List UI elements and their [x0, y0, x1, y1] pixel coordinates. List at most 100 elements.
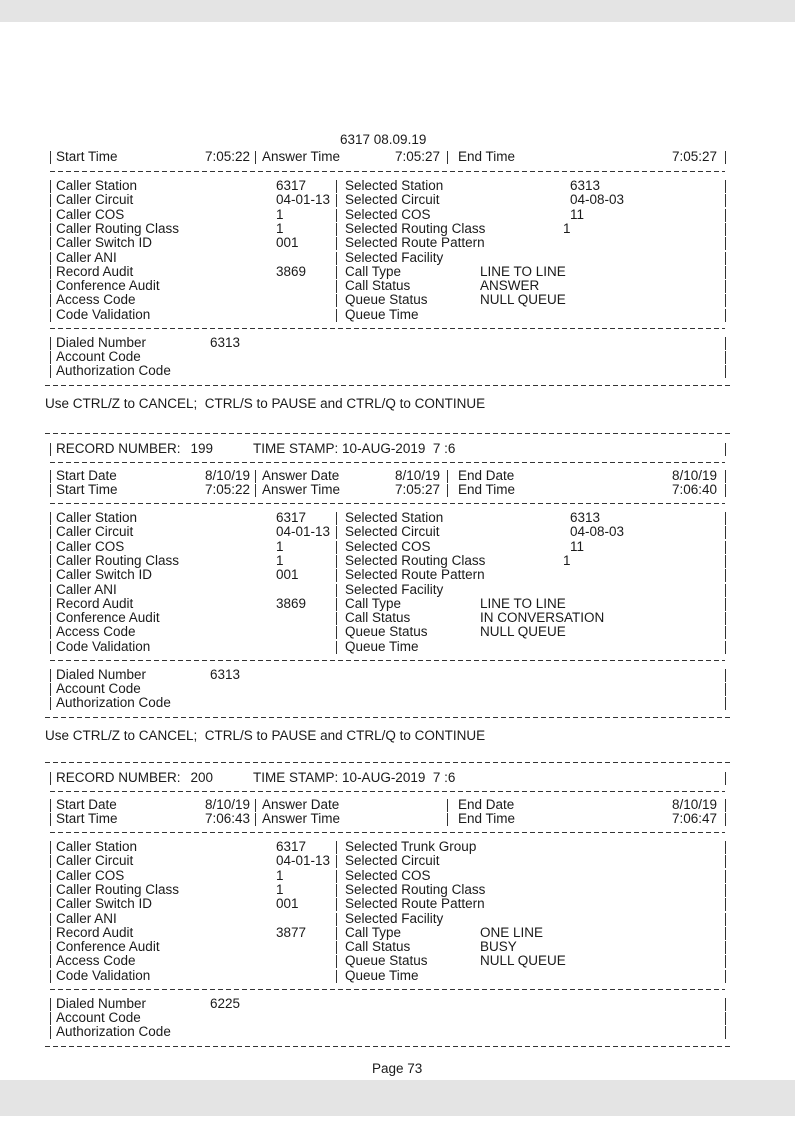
- selected-field-label: Selected Routing Class: [345, 220, 486, 236]
- caller-field-value: 6317: [276, 510, 307, 525]
- column-separator: [255, 484, 256, 497]
- column-separator: [50, 265, 51, 279]
- selected-field-value: NULL QUEUE: [480, 624, 566, 640]
- column-separator: [336, 597, 337, 611]
- column-separator: [336, 251, 337, 265]
- caller-field-label: Caller Routing Class: [56, 881, 180, 897]
- column-separator: [50, 683, 51, 697]
- column-separator: [725, 526, 726, 540]
- column-separator: [725, 799, 726, 812]
- dashed-divider: [45, 762, 730, 763]
- column-separator: [725, 912, 726, 926]
- time-start-label: Start Time: [56, 811, 118, 826]
- column-separator: [725, 237, 726, 251]
- column-separator: [725, 194, 726, 208]
- dashed-divider: [50, 791, 725, 792]
- column-separator: [725, 855, 726, 869]
- column-separator: [725, 308, 726, 322]
- selected-field-label: Selected Routing Class: [345, 881, 486, 897]
- column-separator: [725, 1012, 726, 1026]
- selected-field-value: 11: [570, 206, 585, 222]
- caller-field-value: 1: [276, 867, 284, 883]
- column-separator: [50, 337, 51, 350]
- caller-field-label: Caller Switch ID: [56, 896, 153, 912]
- code-field-label: Account Code: [56, 681, 141, 697]
- column-separator: [336, 180, 337, 193]
- column-separator: [725, 351, 726, 365]
- column-separator: [725, 280, 726, 294]
- column-separator: [50, 669, 51, 682]
- column-separator: [50, 998, 51, 1011]
- selected-field-label: Queue Status: [345, 953, 428, 969]
- column-separator: [336, 626, 337, 640]
- column-separator: [336, 912, 337, 926]
- column-separator: [336, 612, 337, 626]
- column-separator: [725, 683, 726, 697]
- record-timestamp: TIME STAMP: 10-AUG-2019 7 :6: [253, 770, 456, 785]
- column-separator: [50, 512, 51, 525]
- caller-field-value: 6317: [276, 839, 307, 854]
- column-separator: [725, 969, 726, 983]
- column-separator: [447, 484, 448, 497]
- caller-field-label: Code Validation: [56, 967, 151, 983]
- date-end-value: 8/10/19: [671, 797, 717, 812]
- code-field-label: Dialed Number: [56, 996, 147, 1011]
- code-field-label: Authorization Code: [56, 695, 171, 711]
- column-separator: [725, 208, 726, 222]
- caller-field-label: Code Validation: [56, 306, 151, 322]
- selected-field-value: 1: [563, 220, 571, 236]
- column-separator: [725, 669, 726, 682]
- caller-field-label: Caller Station: [56, 178, 138, 193]
- column-separator: [336, 554, 337, 568]
- selected-field-label: Queue Status: [345, 292, 428, 308]
- record-number-label: RECORD NUMBER:: [56, 441, 181, 456]
- column-separator: [50, 554, 51, 568]
- column-separator: [725, 813, 726, 826]
- time-end-label: End Time: [458, 149, 516, 164]
- column-separator: [50, 799, 51, 812]
- column-separator: [50, 484, 51, 497]
- column-separator: [50, 926, 51, 940]
- column-separator: [447, 470, 448, 483]
- selected-field-value: ANSWER: [480, 278, 540, 294]
- caller-field-label: Caller ANI: [56, 581, 117, 597]
- code-field-value: 6225: [210, 996, 241, 1011]
- column-separator: [50, 597, 51, 611]
- column-separator: [725, 265, 726, 279]
- ctrl-instructions: Use CTRL/Z to CANCEL; CTRL/S to PAUSE an…: [45, 395, 486, 411]
- column-separator: [725, 222, 726, 236]
- column-separator: [50, 365, 51, 379]
- selected-field-label: Call Type: [345, 263, 402, 279]
- selected-field-label: Selected Circuit: [345, 524, 440, 540]
- scan-bottom-band: [0, 1080, 795, 1116]
- record-number-value: 199: [190, 441, 214, 456]
- caller-field-value: 3869: [276, 595, 307, 611]
- date-start-value: 8/10/19: [204, 797, 250, 812]
- caller-field-value: 1: [276, 538, 284, 554]
- selected-field-value: NULL QUEUE: [480, 953, 566, 969]
- caller-field-label: Caller Switch ID: [56, 235, 153, 251]
- caller-field-label: Caller Circuit: [56, 524, 134, 540]
- caller-field-value: 1: [276, 881, 284, 897]
- caller-field-value: 001: [276, 235, 299, 251]
- caller-field-value: 04-01-13: [276, 853, 331, 869]
- date-end-label: End Date: [458, 468, 515, 483]
- record-timestamp: TIME STAMP: 10-AUG-2019 7 :6: [253, 441, 456, 456]
- selected-field-value: 1: [563, 552, 571, 568]
- column-separator: [50, 569, 51, 583]
- selected-field-label: Selected COS: [345, 538, 431, 554]
- column-separator: [725, 337, 726, 350]
- column-separator: [725, 883, 726, 897]
- code-field-label: Authorization Code: [56, 1024, 171, 1040]
- caller-field-label: Caller COS: [56, 538, 125, 554]
- column-separator: [725, 569, 726, 583]
- dashed-divider: [50, 660, 725, 661]
- date-start-label: Start Date: [56, 797, 117, 812]
- column-separator: [725, 926, 726, 940]
- selected-field-value: 6313: [570, 178, 601, 193]
- selected-field-label: Call Status: [345, 610, 411, 626]
- column-separator: [725, 998, 726, 1011]
- column-separator: [50, 640, 51, 654]
- column-separator: [336, 869, 337, 883]
- time-start-label: Start Time: [56, 149, 118, 164]
